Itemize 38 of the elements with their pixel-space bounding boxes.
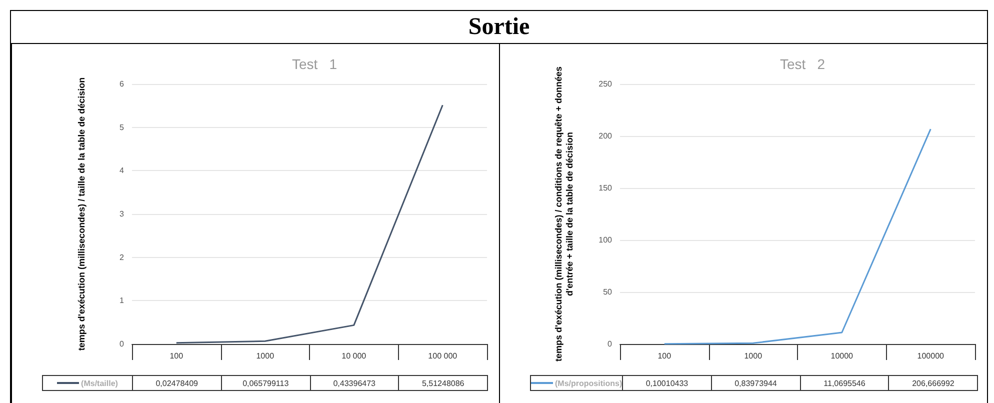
data-label: 206,666992 (888, 376, 978, 390)
y-tick-label: 2 (120, 252, 125, 262)
y-tick-label: 0 (608, 340, 613, 348)
y-tick-label: 150 (598, 184, 613, 192)
y-tick-label: 6 (120, 80, 125, 88)
x-tick-label: 1000 (744, 352, 763, 360)
x-tick-label: 10 000 (342, 352, 367, 360)
y-tick-label: 3 (120, 210, 125, 218)
data-label: 0,02478409 (132, 376, 222, 390)
data-label: 5,51248086 (398, 376, 488, 390)
x-tick-label: 10000 (830, 352, 854, 360)
data-label: 0,10010433 (622, 376, 712, 390)
y-tick-label: 200 (598, 132, 613, 140)
legend-label: (Ms/propositions) (555, 378, 622, 388)
y-tick-label: 1 (120, 296, 125, 306)
data-label: 0,83973944 (711, 376, 800, 390)
x-tick-label: 100000 (917, 352, 945, 360)
y-tick-label: 50 (603, 288, 613, 296)
data-label: 11,0695546 (800, 376, 889, 390)
chart-title: Test 1 (292, 56, 338, 72)
y-axis-title: temps d'exécution (millisecondes) / conditions de requête + données d'entrée + taille de la table de décision (554, 66, 574, 362)
line-series (664, 128, 932, 345)
legend-label: (Ms/taille) (81, 378, 118, 388)
data-label: 0,065799113 (221, 376, 310, 390)
y-tick-label: 250 (598, 80, 613, 88)
y-axis-title: temps d'exécution (millisecondes) / taille de la table de décision (76, 77, 86, 351)
data-label: 0,43396473 (310, 376, 399, 390)
y-tick-label: 4 (120, 166, 125, 176)
y-tick-label: 0 (120, 340, 125, 348)
text: Sortie (11, 11, 987, 44)
y-tick-label: 100 (598, 236, 613, 244)
line-series (176, 104, 444, 344)
x-tick-label: 100 000 (428, 352, 458, 360)
x-tick-label: 1000 (256, 352, 275, 360)
chart-title: Test 2 (780, 56, 826, 72)
x-tick-label: 100 (658, 352, 672, 360)
y-tick-label: 5 (120, 122, 125, 132)
x-tick-label: 100 (170, 352, 184, 360)
